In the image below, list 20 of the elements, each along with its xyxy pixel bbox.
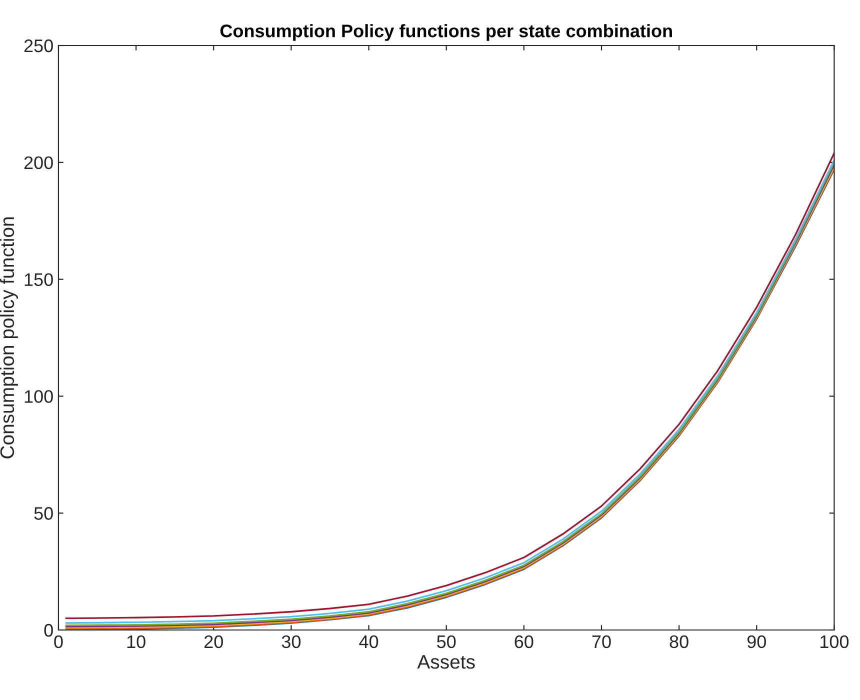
y-tick-label: 100: [24, 390, 53, 403]
x-tick-label: 0: [54, 635, 63, 648]
y-tick-label: 50: [34, 507, 53, 520]
x-tick-label: 30: [282, 635, 301, 648]
y-axis-title: Consumption policy function: [0, 217, 18, 458]
x-tick-label: 70: [592, 635, 611, 648]
x-tick-label: 20: [204, 635, 223, 648]
x-tick-label: 10: [127, 635, 146, 648]
x-tick-label: 90: [747, 635, 766, 648]
x-axis-title: Assets: [417, 655, 475, 669]
x-tick-label: 100: [820, 635, 849, 648]
x-tick-label: 40: [359, 635, 378, 648]
y-tick-label: 200: [24, 156, 53, 170]
x-tick-label: 80: [670, 635, 688, 648]
y-tick-label: 250: [24, 39, 53, 52]
chart-title: Consumption Policy functions per state combination: [220, 24, 672, 41]
y-tick-label: 150: [24, 273, 53, 286]
y-tick-label: 0: [44, 624, 53, 637]
x-tick-label: 60: [514, 635, 534, 648]
x-tick-label: 50: [437, 635, 456, 648]
